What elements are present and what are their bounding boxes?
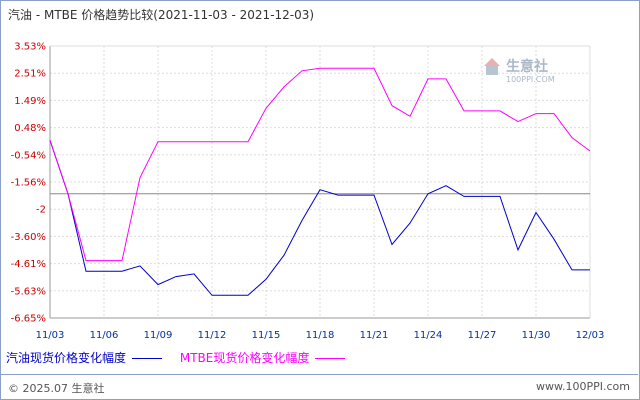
x-tick-label: 11/30 xyxy=(522,330,551,341)
legend-label-gasoline: 汽油现货价格变化幅度 xyxy=(6,351,127,365)
watermark-url: 100PPI.COM xyxy=(506,75,555,84)
legend-swatch-mtbe xyxy=(315,358,346,359)
watermark-house-body xyxy=(486,66,498,75)
y-tick-label: -3.60% xyxy=(11,232,46,243)
legend-swatch-gasoline xyxy=(132,358,163,359)
x-tick-label: 11/24 xyxy=(414,330,443,341)
legend-item-mtbe: MTBE现货价格变化幅度 xyxy=(180,349,346,366)
x-tick-label: 11/18 xyxy=(306,330,335,341)
footer-url[interactable]: www.100PPI.com xyxy=(536,380,630,393)
y-tick-label: -6.65% xyxy=(11,314,46,325)
legend-label-mtbe: MTBE现货价格变化幅度 xyxy=(179,351,310,365)
y-tick-label: -1.56% xyxy=(11,178,46,189)
x-tick-label: 11/15 xyxy=(252,330,281,341)
footer: © 2025.07 生意社 www.100PPI.com xyxy=(0,374,638,399)
x-tick-label: 12/03 xyxy=(576,330,605,341)
grid xyxy=(49,45,591,319)
x-tick-label: 11/21 xyxy=(360,330,389,341)
series-lines xyxy=(49,67,591,296)
watermark-logo: 生意社 100PPI.COM xyxy=(484,58,555,84)
y-tick-label: -5.63% xyxy=(11,286,46,297)
chart-title: 汽油 - MTBE 价格趋势比较(2021-11-03 - 2021-12-03… xyxy=(8,8,315,22)
y-tick-label: 1.49% xyxy=(14,96,46,107)
x-tick-labels: 11/03 11/06 11/09 11/12 11/15 11/18 11/21 11/24… xyxy=(36,330,605,341)
footer-copyright: © 2025.07 生意社 xyxy=(8,382,105,395)
watermark-house-icon xyxy=(484,58,500,66)
y-tick-label: -4.61% xyxy=(11,259,46,270)
y-tick-label: 2.51% xyxy=(14,69,46,80)
watermark-name: 生意社 xyxy=(506,58,548,75)
x-tick-label: 11/27 xyxy=(468,330,497,341)
axes xyxy=(49,45,591,319)
y-tick-label: 0.48% xyxy=(14,123,46,134)
x-tick-label: 11/06 xyxy=(90,330,119,341)
mtbe-series-line xyxy=(49,67,591,262)
x-tick-label: 11/12 xyxy=(198,330,227,341)
gasoline-series-line xyxy=(49,140,590,296)
x-tick-label: 11/09 xyxy=(144,330,173,341)
legend: 汽油现货价格变化幅度 MTBE现货价格变化幅度 xyxy=(6,349,359,366)
y-tick-labels: 3.53% 2.51% 1.49% 0.48% -0.54% -1.56% -2 -3.60%… xyxy=(11,42,46,325)
x-tick-label: 11/03 xyxy=(36,330,65,341)
y-tick-label: 3.53% xyxy=(14,42,46,53)
legend-item-gasoline: 汽油现货价格变化幅度 xyxy=(6,349,163,366)
y-tick-label: -0.54% xyxy=(11,150,46,161)
y-tick-label: -2 xyxy=(36,205,46,216)
